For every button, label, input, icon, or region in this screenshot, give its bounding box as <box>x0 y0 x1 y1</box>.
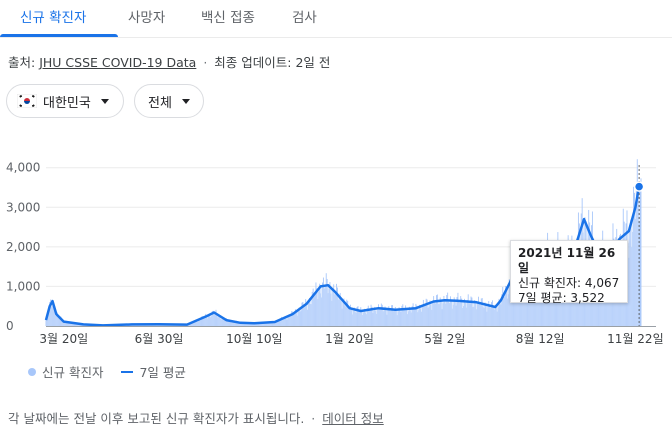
avg7-line <box>44 186 641 327</box>
x-axis-labels: 3월 20일 6월 30일 10월 10일 1월 20일 5월 2일 8월 12일 11월 … <box>39 332 663 346</box>
x-tick-label: 11월 22일 <box>607 332 663 346</box>
footer-text: 각 날짜에는 전날 이후 보고된 신규 확진자가 표시됩니다. <box>8 411 305 426</box>
source-link[interactable]: JHU CSSE COVID-19 Data <box>39 55 197 70</box>
chevron-down-icon <box>181 98 190 104</box>
daily-bar <box>640 178 642 326</box>
tooltip-date: 2021년 11월 26일 <box>518 246 616 275</box>
x-tick-label: 10월 10일 <box>226 332 282 346</box>
x-tick-label: 8월 12일 <box>516 332 565 346</box>
chart-gridlines <box>46 167 656 287</box>
scope-dropdown[interactable]: 전체 <box>134 84 204 118</box>
tab-deaths[interactable]: 사망자 <box>128 10 166 26</box>
chart-tooltip: 2021년 11월 26일 신규 확진자: 4,067 7일 평균: 3,522 <box>510 240 628 305</box>
hover-point <box>633 181 645 192</box>
tab-new-cases[interactable]: 신규 확진자 <box>20 10 87 26</box>
y-tick-label: 0 <box>6 319 14 333</box>
source-prefix: 출처: <box>8 55 36 70</box>
line-legend-label: 7일 평균 <box>139 365 186 380</box>
active-tab-indicator <box>0 34 118 37</box>
daily-bar <box>639 185 641 326</box>
y-tick-label: 3,000 <box>6 200 40 214</box>
tooltip-avg7: 7일 평균: 3,522 <box>518 291 605 305</box>
region-dropdown[interactable]: 대한민국 <box>6 84 124 118</box>
data-info-link[interactable]: 데이터 정보 <box>322 411 384 426</box>
x-tick-label: 1월 20일 <box>325 332 374 346</box>
bar-legend-label: 신규 확진자 <box>42 365 104 380</box>
tab-tests[interactable]: 검사 <box>292 10 317 26</box>
avg-area-fill <box>46 186 640 326</box>
region-label: 대한민국 <box>43 95 91 111</box>
bar-legend-swatch <box>28 367 36 376</box>
chevron-down-icon <box>100 98 109 104</box>
footer-note: 각 날짜에는 전날 이후 보고된 신규 확진자가 표시됩니다. · 데이터 정보 <box>8 408 384 427</box>
x-tick-label: 6월 30일 <box>135 332 184 346</box>
south-korea-flag-icon <box>17 94 37 108</box>
scope-label: 전체 <box>148 95 172 111</box>
footer-separator: · <box>311 411 316 426</box>
chart-legend: 신규 확진자 7일 평균 <box>28 362 186 381</box>
tooltip-new-cases: 신규 확진자: 4,067 <box>518 276 620 290</box>
tab-vaccinations[interactable]: 백신 접종 <box>201 10 255 26</box>
y-tick-label: 1,000 <box>6 279 40 293</box>
y-axis-labels: 0 1,000 2,000 3,000 4,000 <box>6 161 40 333</box>
source-separator: · <box>203 55 208 70</box>
tab-bar: 신규 확진자 사망자 백신 접종 검사 <box>0 0 672 38</box>
line-legend-swatch <box>121 370 134 373</box>
x-tick-label: 5월 2일 <box>424 332 465 346</box>
y-tick-label: 2,000 <box>6 240 40 254</box>
x-tick-label: 3월 20일 <box>39 332 88 346</box>
source-line: 출처: JHU CSSE COVID-19 Data · 최종 업데이트: 2일… <box>8 52 330 71</box>
y-tick-label: 4,000 <box>6 161 40 175</box>
last-updated: 최종 업데이트: 2일 전 <box>214 55 331 70</box>
